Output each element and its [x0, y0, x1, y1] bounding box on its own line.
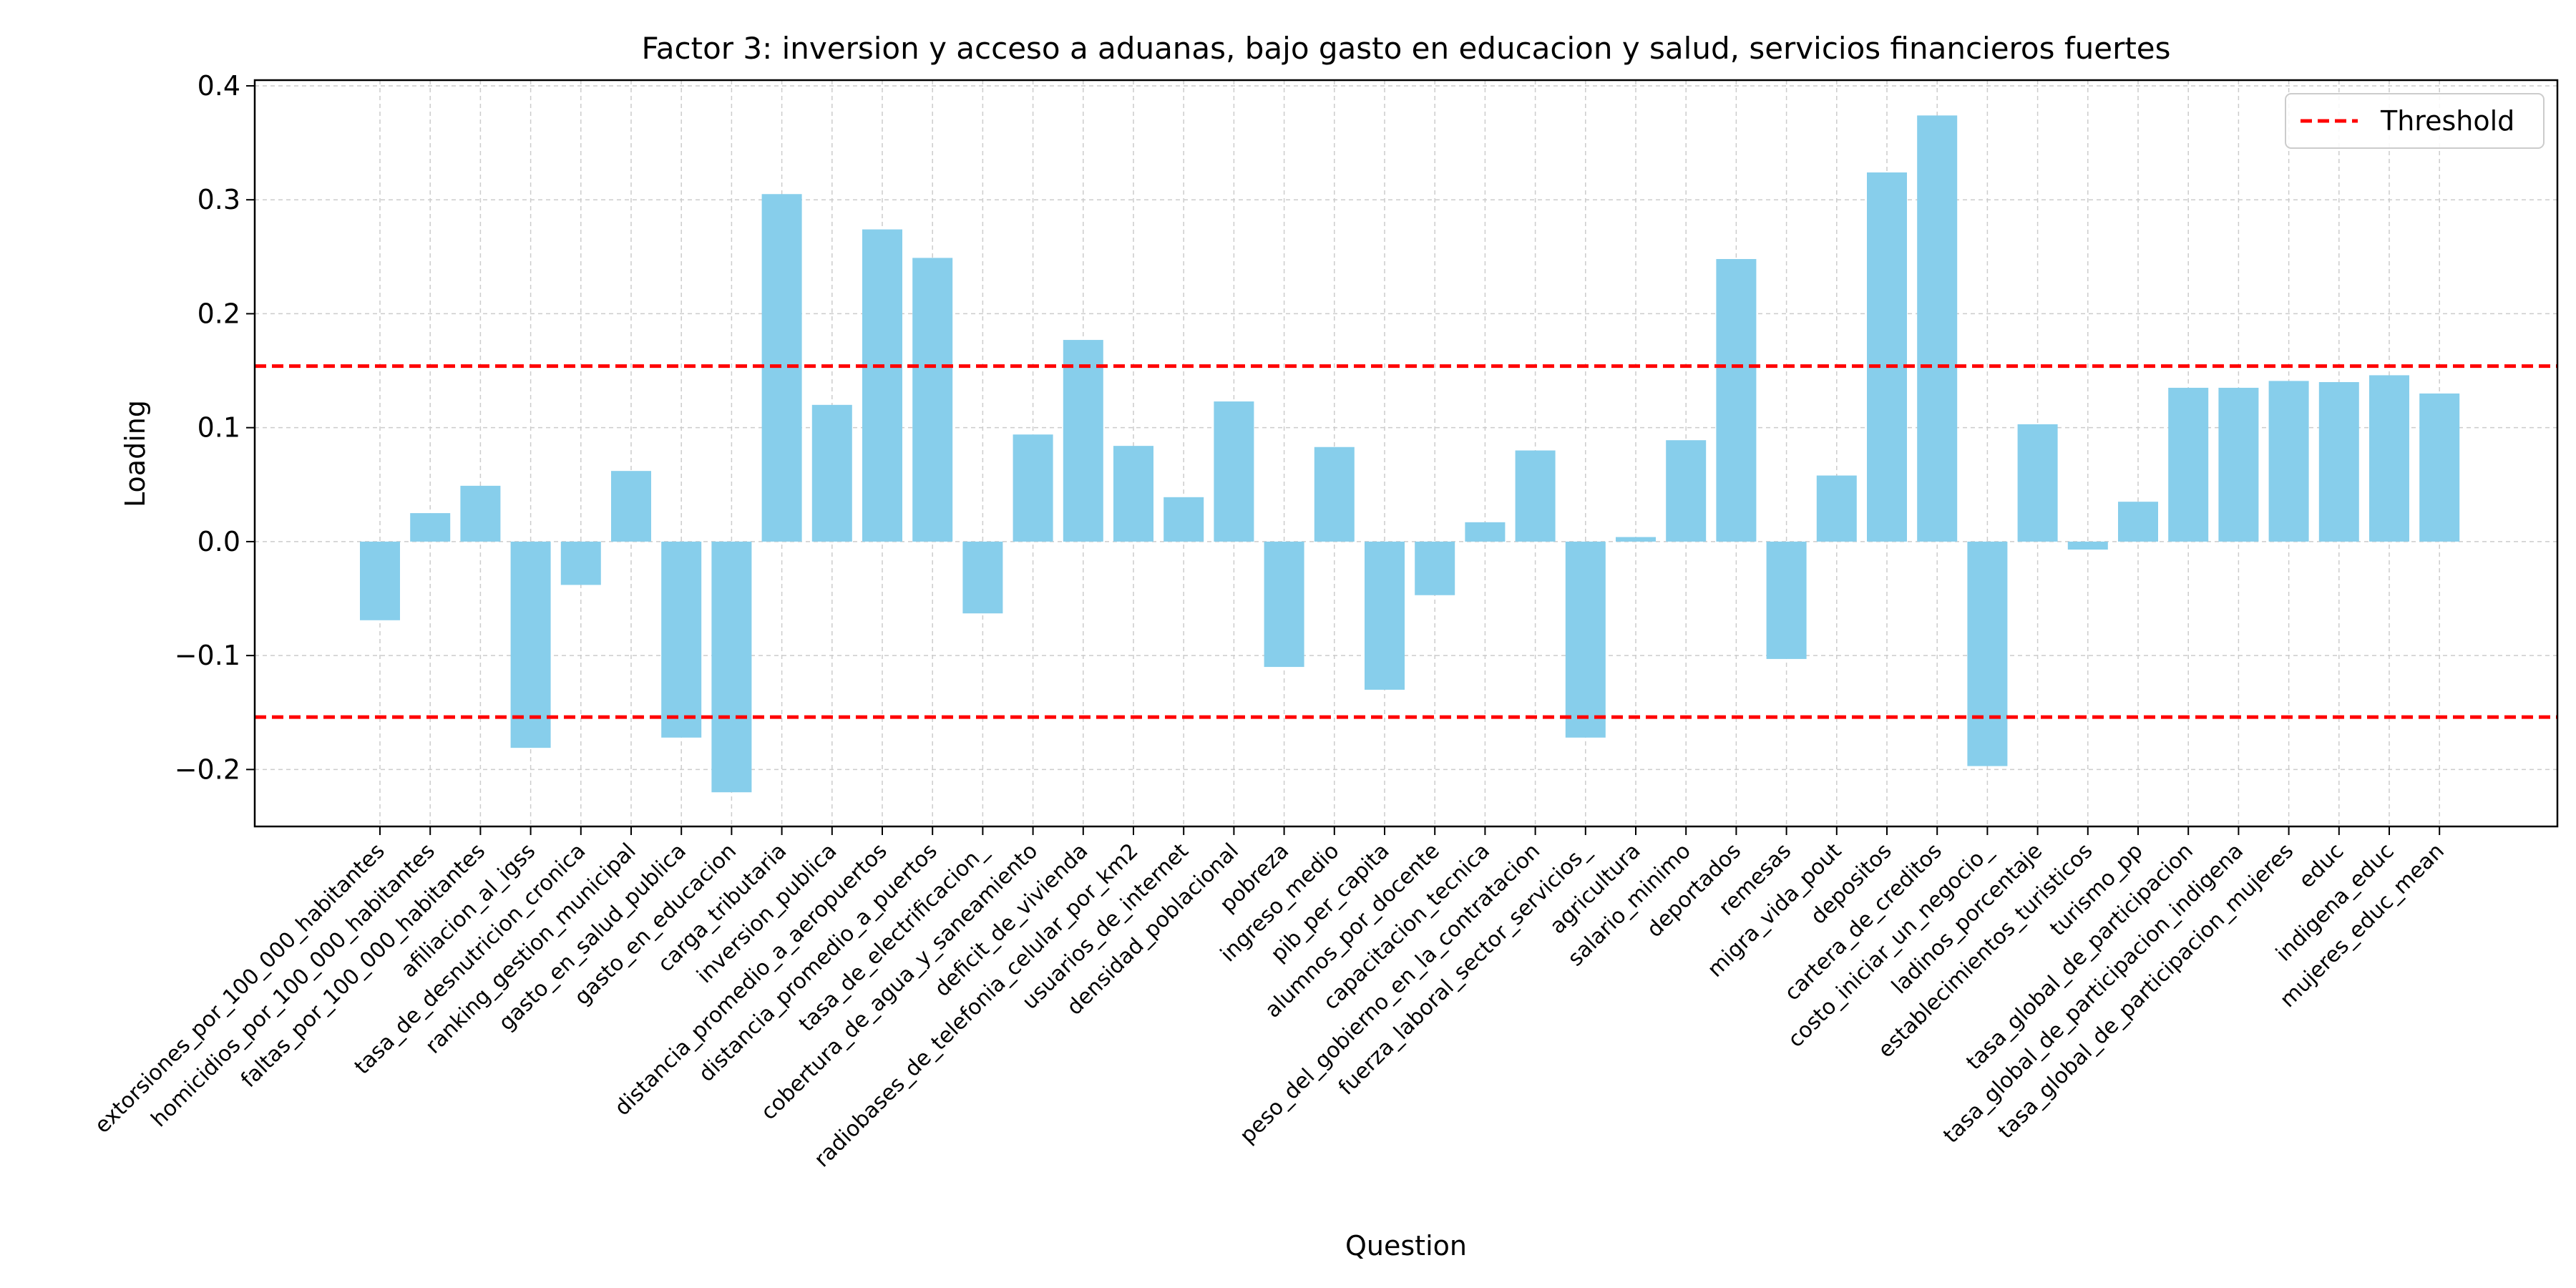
bar-pobreza	[1264, 541, 1304, 668]
y-axis-label: Loading	[119, 400, 151, 507]
bar-pib_per_capita	[1365, 541, 1405, 690]
bar-gasto_en_educacion	[711, 541, 752, 793]
chart-title: Factor 3: inversion y acceso a aduanas, …	[641, 31, 2170, 66]
bar-turismo_pp	[2118, 502, 2158, 542]
threshold-lines	[255, 364, 2557, 719]
bar-tasa_global_de_participacion_indigena	[2218, 387, 2259, 542]
bar-ranking_gestion_municipal	[611, 471, 651, 542]
plot-area-frame	[253, 79, 2559, 828]
bar-ladinos_porcentaje	[2017, 424, 2058, 542]
bar-indigena_educ	[2369, 375, 2409, 542]
legend-threshold-label: Threshold	[2380, 105, 2514, 137]
legend: Threshold	[2285, 93, 2545, 149]
bar-remesas	[1766, 541, 1807, 659]
y-tick-label: 0.1	[197, 412, 240, 444]
bar-ingreso_medio	[1314, 447, 1355, 542]
bar-tasa_global_de_participacion_mujeres	[2268, 381, 2309, 542]
bar-tasa_de_electrificacion_	[962, 541, 1003, 614]
bar-educ	[2318, 381, 2359, 542]
bar-capacitacion_tecnica	[1465, 522, 1506, 542]
bar-deficit_de_vivienda	[1063, 340, 1103, 542]
bar-gasto_en_salud_publica	[661, 541, 702, 738]
bar-inversion_publica	[811, 404, 852, 542]
bar-faltas_por_100_000_habitantes	[460, 485, 501, 542]
bar-radiobases_de_telefonia_celular_por_km2	[1113, 446, 1153, 542]
bar-tasa_global_de_participacion	[2168, 387, 2209, 542]
y-tick-label: 0.2	[197, 298, 240, 329]
bar-distancia_promedio_a_aeropuertos	[862, 229, 902, 542]
bar-distancia_promedio_a_puertos	[912, 258, 953, 542]
x-axis: extorsiones_por_100_000_habitanteshomici…	[90, 826, 2449, 1172]
y-tick-label: 0.0	[197, 526, 240, 557]
y-axis: −0.2 −0.1 0.0 0.1 0.2 0.3 0.4	[175, 70, 255, 785]
bar-extorsiones_por_100_000_habitantes	[360, 541, 400, 620]
bar-usuarios_de_internet	[1163, 497, 1204, 542]
bar-tasa_de_desnutricion_cronica	[560, 541, 601, 585]
bar-cartera_de_creditos	[1917, 115, 1958, 542]
bar-alumnos_por_docente	[1415, 541, 1455, 595]
y-tick-label: −0.1	[175, 640, 240, 671]
bar-migra_vida_pout	[1816, 475, 1857, 542]
bar-homicidios_por_100_000_habitantes	[410, 513, 451, 542]
y-tick-label: 0.4	[197, 70, 240, 102]
y-tick-label: 0.3	[197, 184, 240, 215]
bar-salario_minimo	[1666, 440, 1707, 542]
legend-box	[2285, 93, 2545, 149]
grid	[255, 80, 2557, 826]
bar-agricultura	[1616, 537, 1656, 542]
bar-establecimientos_turisticos	[2067, 541, 2108, 550]
bar-afiliacion_al_igss	[510, 541, 551, 748]
bar-peso_del_gobierno_en_la_contratacion	[1515, 450, 1556, 542]
x-tick-label: homicidios_por_100_000_habitantes	[147, 839, 440, 1132]
bar-deportados	[1716, 259, 1757, 542]
y-tick-label: −0.2	[175, 753, 240, 785]
bar-depositos	[1867, 172, 1907, 542]
bar-densidad_poblacional	[1214, 401, 1254, 542]
x-axis-label: Question	[1345, 1230, 1467, 1262]
bar-cobertura_de_agua_y_saneamiento	[1013, 434, 1053, 542]
bar-fuerza_laboral_sector_servicios_	[1565, 541, 1606, 738]
bar-costo_iniciar_un_negocio_	[1967, 541, 2008, 766]
bars	[360, 115, 2460, 793]
bar-mujeres_educ_mean	[2419, 393, 2460, 542]
